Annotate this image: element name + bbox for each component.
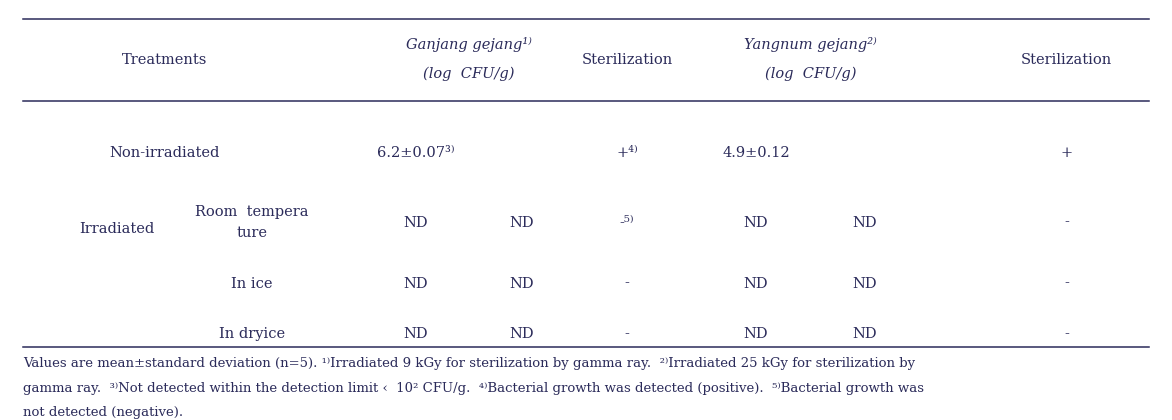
Text: not detected (negative).: not detected (negative). xyxy=(23,406,184,419)
Text: ture: ture xyxy=(237,226,267,240)
Text: (log  CFU/g): (log CFU/g) xyxy=(423,66,515,81)
Text: -⁵⁾: -⁵⁾ xyxy=(620,215,634,230)
Text: ND: ND xyxy=(403,327,429,341)
Text: 4.9±0.12: 4.9±0.12 xyxy=(722,146,790,160)
Text: -: - xyxy=(625,327,629,341)
Text: Non-irradiated: Non-irradiated xyxy=(109,146,219,160)
Text: -: - xyxy=(1064,327,1069,341)
Text: ND: ND xyxy=(743,215,769,230)
Text: ND: ND xyxy=(509,276,534,291)
Text: ND: ND xyxy=(509,215,534,230)
Text: Yangnum gejang²⁾: Yangnum gejang²⁾ xyxy=(744,37,877,52)
Text: ND: ND xyxy=(509,327,534,341)
Text: +⁴⁾: +⁴⁾ xyxy=(616,146,638,160)
Text: (log  CFU/g): (log CFU/g) xyxy=(764,66,857,81)
Text: -: - xyxy=(1064,276,1069,291)
Text: In ice: In ice xyxy=(231,276,273,291)
Text: ND: ND xyxy=(852,327,878,341)
Text: ND: ND xyxy=(743,327,769,341)
Text: ND: ND xyxy=(403,276,429,291)
Text: Ganjang gejang¹⁾: Ganjang gejang¹⁾ xyxy=(406,37,532,52)
Text: Sterilization: Sterilization xyxy=(1021,52,1112,67)
Text: Values are mean±standard deviation (n=5). ¹⁾Irradiated 9 kGy for sterilization b: Values are mean±standard deviation (n=5)… xyxy=(23,357,915,370)
Text: ND: ND xyxy=(743,276,769,291)
Text: Treatments: Treatments xyxy=(122,52,206,67)
Text: -: - xyxy=(625,276,629,291)
Text: Irradiated: Irradiated xyxy=(80,222,155,236)
Text: 6.2±0.07³⁾: 6.2±0.07³⁾ xyxy=(377,146,455,160)
Text: -: - xyxy=(1064,215,1069,230)
Text: gamma ray.  ³⁾Not detected within the detection limit ‹  10² CFU/g.  ⁴⁾Bacterial: gamma ray. ³⁾Not detected within the det… xyxy=(23,382,925,395)
Text: +: + xyxy=(1061,146,1072,160)
Text: ND: ND xyxy=(852,276,878,291)
Text: ND: ND xyxy=(403,215,429,230)
Text: Room  tempera: Room tempera xyxy=(196,205,308,219)
Text: Sterilization: Sterilization xyxy=(581,52,673,67)
Text: In dryice: In dryice xyxy=(219,327,285,341)
Text: ND: ND xyxy=(852,215,878,230)
